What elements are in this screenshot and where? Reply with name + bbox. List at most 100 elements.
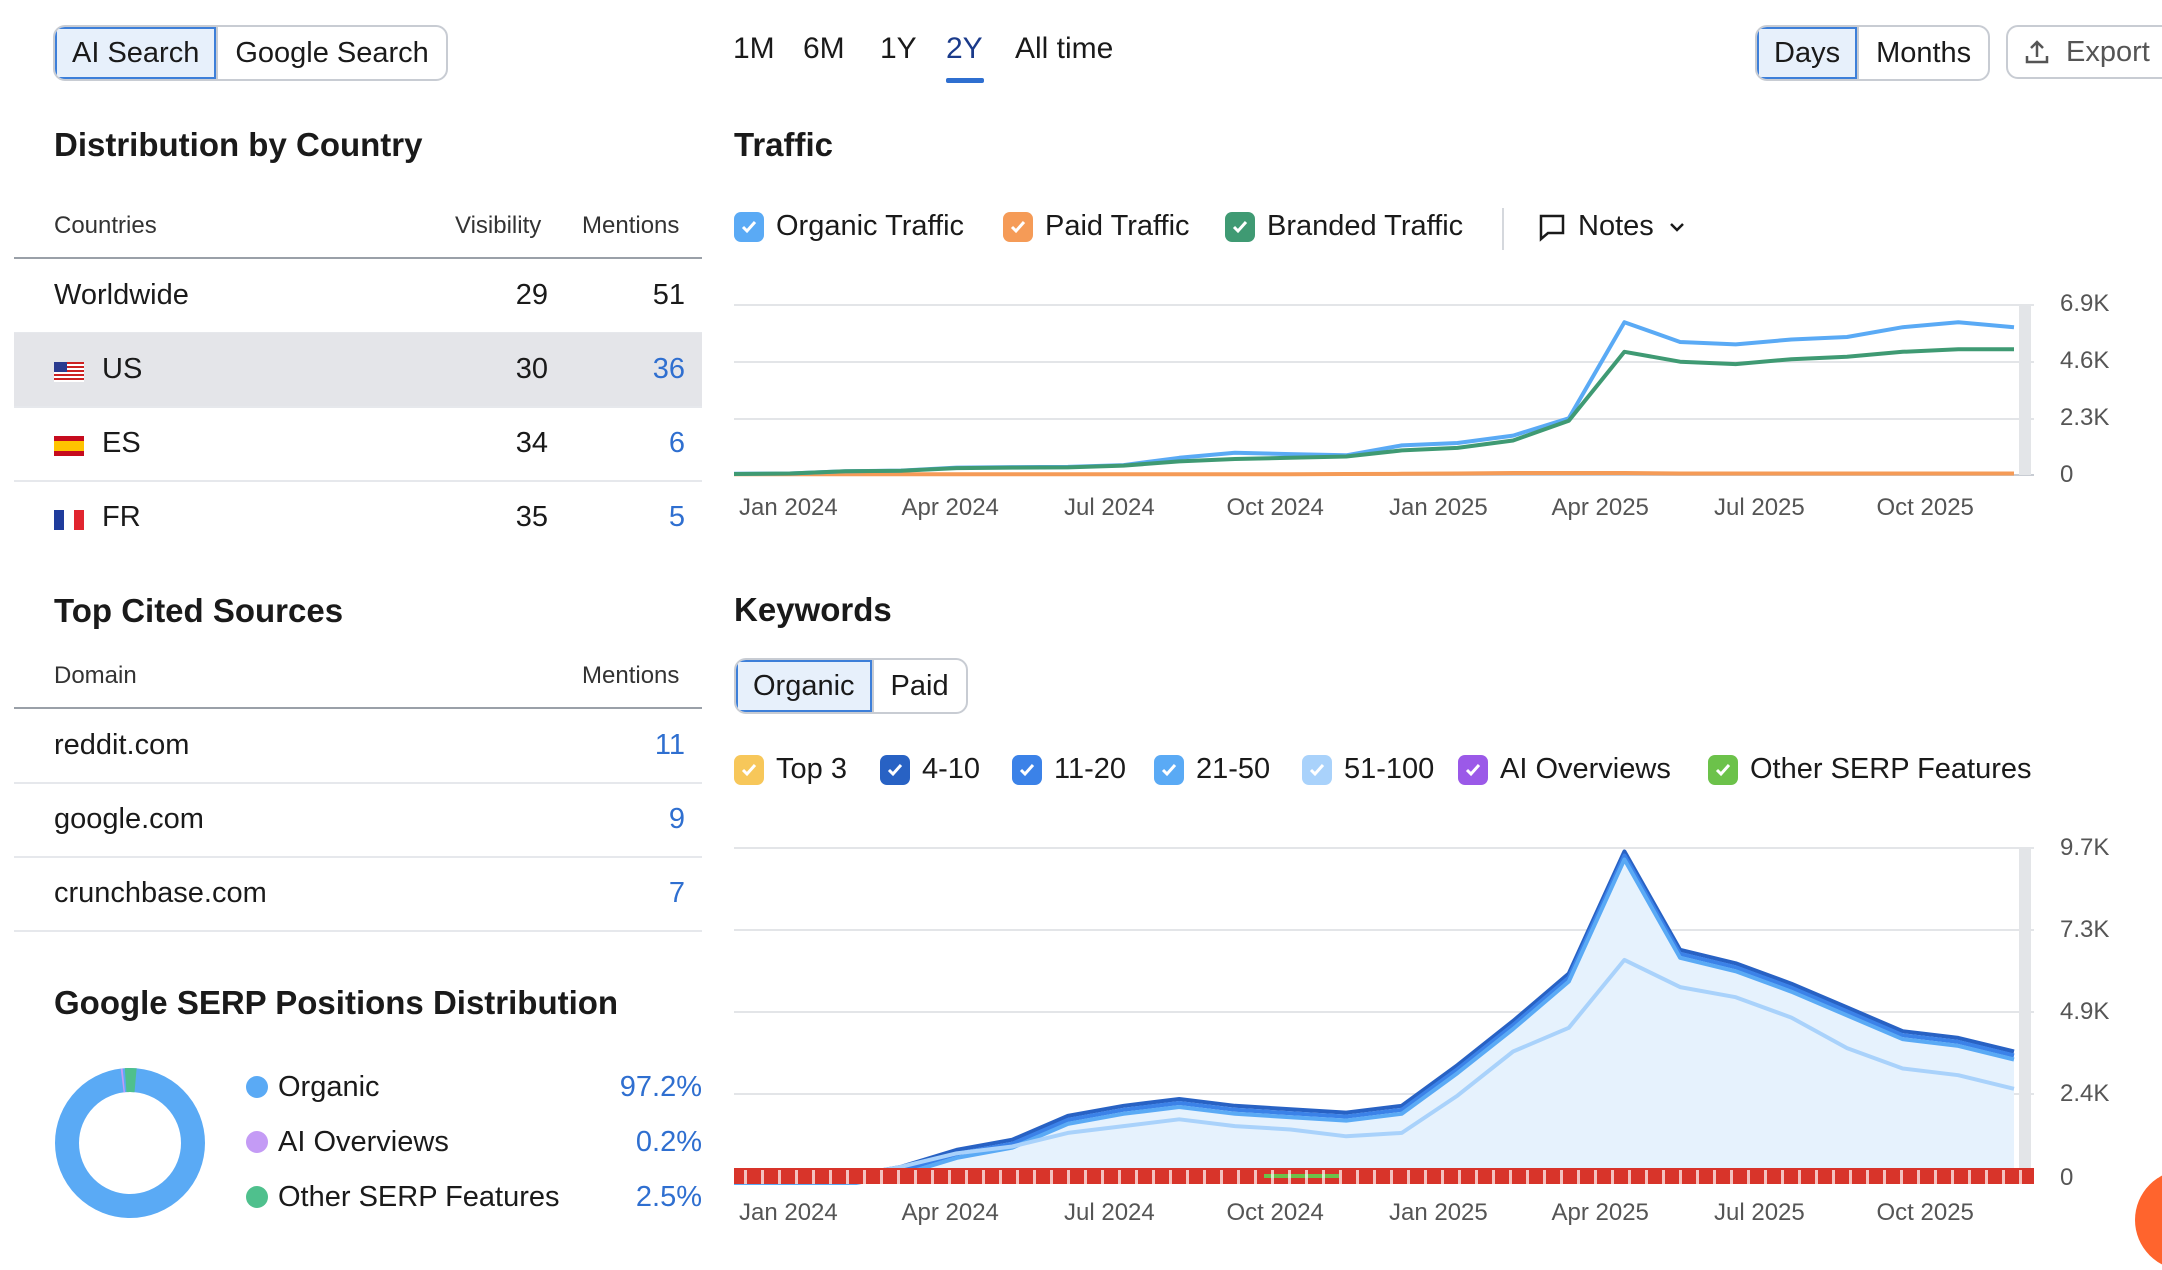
today-marker xyxy=(2019,305,2031,475)
es-flag-icon xyxy=(54,436,84,456)
keywords-chart xyxy=(734,847,2034,1185)
serp-feature-tick xyxy=(1968,1170,1971,1184)
serp-feature-tick xyxy=(982,1170,985,1184)
legend-ai-overviews[interactable]: AI Overviews xyxy=(1458,753,1671,786)
source-row[interactable]: crunchbase.com 7 xyxy=(14,857,702,932)
serp-feature-tick xyxy=(1101,1170,1104,1184)
serp-feature-gap xyxy=(1264,1174,1339,1178)
serp-feature-tick xyxy=(1747,1170,1750,1184)
series-line-organic-traffic xyxy=(734,320,2015,476)
notes-dropdown[interactable]: Notes xyxy=(1536,210,1688,243)
serp-legend-item: AI Overviews 0.2% xyxy=(246,1122,702,1162)
series-line-paid-traffic xyxy=(734,471,2014,477)
serp-feature-bar xyxy=(734,1168,2034,1184)
domain-header: Domain xyxy=(54,662,137,689)
google-search-tab[interactable]: Google Search xyxy=(216,27,445,79)
serp-feature-tick xyxy=(795,1170,798,1184)
serp-feature-tick xyxy=(1560,1170,1563,1184)
serp-feature-tick xyxy=(1611,1170,1614,1184)
checkbox-icon xyxy=(1154,754,1184,785)
country-row-es[interactable]: ES 34 6 xyxy=(14,407,702,482)
legend-other-serp-features[interactable]: Other SERP Features xyxy=(1708,753,2032,786)
paid-tab[interactable]: Paid xyxy=(871,660,966,712)
export-button[interactable]: Export xyxy=(2006,25,2162,79)
serp-legend-item: Other SERP Features 2.5% xyxy=(246,1177,702,1217)
serp-feature-tick xyxy=(1475,1170,1478,1184)
serp-feature-strip xyxy=(734,1168,2034,1184)
traffic-x-tick: Jan 2025 xyxy=(1389,494,1488,521)
legend-4-10[interactable]: 4-10 xyxy=(880,753,980,786)
period-2y[interactable]: 2Y xyxy=(946,32,983,65)
serp-feature-tick xyxy=(778,1170,781,1184)
legend-organic-traffic[interactable]: Organic Traffic xyxy=(734,210,964,243)
serp-feature-tick xyxy=(1203,1170,1206,1184)
keywords-x-tick: Jul 2024 xyxy=(1064,1199,1155,1226)
keywords-x-tick: Oct 2025 xyxy=(1876,1199,1974,1226)
serp-feature-tick xyxy=(1186,1170,1189,1184)
serp-feature-tick xyxy=(761,1170,764,1184)
country-row-worldwide[interactable]: Worldwide 29 51 xyxy=(14,259,702,334)
upload-icon xyxy=(2025,40,2049,64)
source-row[interactable]: google.com 9 xyxy=(14,783,702,858)
legend-branded-traffic[interactable]: Branded Traffic xyxy=(1225,210,1463,243)
keywords-y-tick: 2.4K xyxy=(2060,1080,2110,1107)
serp-feature-tick xyxy=(1883,1170,1886,1184)
country-row-us[interactable]: US 30 36 xyxy=(14,333,702,408)
organic-tab[interactable]: Organic xyxy=(736,660,872,712)
serp-feature-tick xyxy=(1577,1170,1580,1184)
serp-feature-tick xyxy=(1662,1170,1665,1184)
serp-feature-tick xyxy=(1118,1170,1121,1184)
chat-bubble-button[interactable] xyxy=(2135,1170,2162,1270)
ai-search-tab[interactable]: AI Search xyxy=(55,27,217,79)
serp-donut-chart xyxy=(55,1068,205,1218)
serp-feature-tick xyxy=(1254,1170,1257,1184)
source-row[interactable]: reddit.com 11 xyxy=(14,709,702,784)
chevron-down-icon xyxy=(1669,222,1684,232)
serp-feature-tick xyxy=(1067,1170,1070,1184)
country-row-fr[interactable]: FR 35 5 xyxy=(14,481,702,554)
serp-feature-tick xyxy=(1832,1170,1835,1184)
countries-header: Countries xyxy=(54,212,157,239)
period-6m[interactable]: 6M xyxy=(803,32,845,65)
serp-feature-tick xyxy=(914,1170,917,1184)
granularity-toggle: Days Months xyxy=(1755,25,1991,81)
checkbox-icon xyxy=(734,754,764,785)
keywords-y-tick: 4.9K xyxy=(2060,998,2110,1025)
visibility-header: Visibility xyxy=(455,212,542,239)
band-line xyxy=(734,857,2015,1185)
serp-feature-tick xyxy=(1509,1170,1512,1184)
mentions-link[interactable]: 5 xyxy=(668,501,685,533)
legend-51-100[interactable]: 51-100 xyxy=(1302,753,1434,786)
organic-dot-icon xyxy=(246,1076,268,1098)
period-1m[interactable]: 1M xyxy=(733,32,775,65)
serp-feature-tick xyxy=(1713,1170,1716,1184)
serp-feature-tick xyxy=(965,1170,968,1184)
serp-feature-tick xyxy=(1934,1170,1937,1184)
table-divider xyxy=(14,707,702,709)
legend-11-20[interactable]: 11-20 xyxy=(1012,753,1126,786)
legend-top-3[interactable]: Top 3 xyxy=(734,753,847,786)
serp-feature-tick xyxy=(1458,1170,1461,1184)
period-1y[interactable]: 1Y xyxy=(880,32,917,65)
source-mentions-header: Mentions xyxy=(582,662,680,689)
legend-paid-traffic[interactable]: Paid Traffic xyxy=(1003,210,1190,243)
serp-feature-tick xyxy=(1917,1170,1920,1184)
keywords-type-toggle: Organic Paid xyxy=(734,658,968,714)
mentions-link[interactable]: 36 xyxy=(652,353,685,385)
band-line xyxy=(734,849,2015,1179)
fr-flag-icon xyxy=(54,510,84,530)
serp-feature-tick xyxy=(1543,1170,1546,1184)
serp-feature-tick xyxy=(812,1170,815,1184)
checkbox-icon xyxy=(1708,754,1738,785)
mentions-link[interactable]: 6 xyxy=(668,427,685,459)
months-tab[interactable]: Months xyxy=(1857,27,1988,79)
serp-feature-tick xyxy=(931,1170,934,1184)
traffic-x-tick: Apr 2024 xyxy=(901,494,999,521)
days-tab[interactable]: Days xyxy=(1757,27,1858,79)
legend-21-50[interactable]: 21-50 xyxy=(1154,753,1270,786)
us-flag-icon xyxy=(54,362,84,382)
period-all-time[interactable]: All time xyxy=(1015,32,1114,65)
traffic-x-tick: Oct 2024 xyxy=(1226,494,1324,521)
serp-feature-tick xyxy=(2002,1170,2005,1184)
traffic-y-tick: 0 xyxy=(2060,461,2074,488)
